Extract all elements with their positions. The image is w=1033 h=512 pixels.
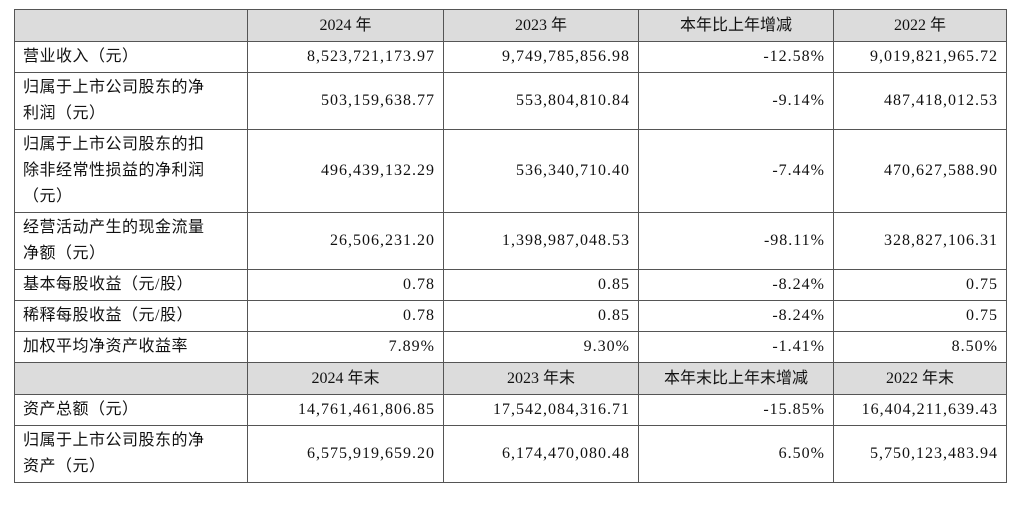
- row-label: 加权平均净资产收益率: [14, 331, 248, 363]
- label-line: 经营活动产生的现金流量: [23, 219, 205, 236]
- row-label: 资产总额（元）: [14, 394, 248, 426]
- header-cell: 2024 年末: [247, 362, 444, 395]
- value-cell: -1.41%: [638, 331, 834, 363]
- value-cell: 7.89%: [247, 331, 444, 363]
- label-line: 利润（元）: [23, 105, 106, 122]
- value-cell: 6.50%: [638, 425, 834, 483]
- data-row: 归属于上市公司股东的扣 除非经常性损益的净利润 （元） 496,439,132.29 5…: [14, 129, 1007, 213]
- value-cell: -15.85%: [638, 394, 834, 426]
- value-cell: -9.14%: [638, 72, 834, 130]
- value-cell: 536,340,710.40: [443, 129, 639, 213]
- data-row: 营业收入（元） 8,523,721,173.97 9,749,785,856.98-…: [14, 41, 1007, 73]
- data-row: 归属于上市公司股东的净 资产（元） 6,575,919,659.20 6,174,47…: [14, 425, 1007, 483]
- label-line: 基本每股收益（元/股）: [23, 276, 193, 293]
- value-cell: 487,418,012.53: [833, 72, 1007, 130]
- row-label: 归属于上市公司股东的扣 除非经常性损益的净利润 （元）: [14, 129, 248, 213]
- value-cell: -98.11%: [638, 212, 834, 270]
- header-cell: 2022 年末: [833, 362, 1007, 395]
- header-cell: 本年末比上年末增减: [638, 362, 834, 395]
- row-label: 稀释每股收益（元/股）: [14, 300, 248, 332]
- value-cell: 0.85: [443, 300, 639, 332]
- row-label: 经营活动产生的现金流量 净额（元）: [14, 212, 248, 270]
- value-cell: 0.85: [443, 269, 639, 301]
- row-label: 营业收入（元）: [14, 41, 248, 73]
- value-cell: -7.44%: [638, 129, 834, 213]
- data-row: 归属于上市公司股东的净 利润（元） 503,159,638.77 553,804,81…: [14, 72, 1007, 130]
- value-cell: -8.24%: [638, 269, 834, 301]
- label-line: 除非经常性损益的净利润: [23, 162, 205, 179]
- header-cell: 2023 年: [443, 9, 639, 42]
- label-line: 归属于上市公司股东的净: [23, 79, 205, 96]
- label-line: 稀释每股收益（元/股）: [23, 307, 193, 324]
- data-row: 基本每股收益（元/股） 0.78 0.85 -8.24% 0.75: [14, 269, 1007, 301]
- value-cell: 9.30%: [443, 331, 639, 363]
- label-line: 资产（元）: [23, 458, 106, 475]
- value-cell: 328,827,106.31: [833, 212, 1007, 270]
- value-cell: 8.50%: [833, 331, 1007, 363]
- label-line: （元）: [23, 188, 73, 205]
- header-row: 2024 年 2023 年本年比上年增减 2022 年: [14, 9, 1007, 42]
- label-line: 净额（元）: [23, 245, 106, 262]
- header-cell: [14, 362, 248, 395]
- value-cell: 5,750,123,483.94: [833, 425, 1007, 483]
- label-line: 营业收入（元）: [23, 48, 139, 65]
- value-cell: 0.78: [247, 269, 444, 301]
- data-row: 稀释每股收益（元/股） 0.78 0.85 -8.24% 0.75: [14, 300, 1007, 332]
- value-cell: 553,804,810.84: [443, 72, 639, 130]
- value-cell: 1,398,987,048.53: [443, 212, 639, 270]
- data-row: 经营活动产生的现金流量 净额（元） 26,506,231.20 1,398,987,0…: [14, 212, 1007, 270]
- value-cell: 470,627,588.90: [833, 129, 1007, 213]
- value-cell: 9,019,821,965.72: [833, 41, 1007, 73]
- value-cell: 6,575,919,659.20: [247, 425, 444, 483]
- value-cell: 6,174,470,080.48: [443, 425, 639, 483]
- table-body: 2024 年 2023 年本年比上年增减 2022 年营业收入（元） 8,523,72…: [14, 9, 1007, 483]
- header-cell: [14, 9, 248, 42]
- header-cell: 2022 年: [833, 9, 1007, 42]
- value-cell: 14,761,461,806.85: [247, 394, 444, 426]
- value-cell: 16,404,211,639.43: [833, 394, 1007, 426]
- value-cell: 0.75: [833, 300, 1007, 332]
- header-cell: 2024 年: [247, 9, 444, 42]
- value-cell: 0.75: [833, 269, 1007, 301]
- value-cell: 503,159,638.77: [247, 72, 444, 130]
- value-cell: -12.58%: [638, 41, 834, 73]
- label-line: 归属于上市公司股东的扣: [23, 136, 205, 153]
- data-row: 加权平均净资产收益率 7.89% 9.30% -1.41% 8.50%: [14, 331, 1007, 363]
- value-cell: 496,439,132.29: [247, 129, 444, 213]
- label-line: 资产总额（元）: [23, 401, 139, 418]
- value-cell: 9,749,785,856.98: [443, 41, 639, 73]
- header-row: 2024 年末 2023 年末 本年末比上年末增减 2022 年末: [14, 362, 1007, 395]
- header-cell: 本年比上年增减: [638, 9, 834, 42]
- data-row: 资产总额（元） 14,761,461,806.85 17,542,084,316.7…: [14, 394, 1007, 426]
- data-table: 2024 年 2023 年本年比上年增减 2022 年营业收入（元） 8,523,72…: [14, 9, 1007, 483]
- row-label: 基本每股收益（元/股）: [14, 269, 248, 301]
- value-cell: 8,523,721,173.97: [247, 41, 444, 73]
- row-label: 归属于上市公司股东的净 利润（元）: [14, 72, 248, 130]
- value-cell: 17,542,084,316.71: [443, 394, 639, 426]
- label-line: 归属于上市公司股东的净: [23, 432, 205, 449]
- header-cell: 2023 年末: [443, 362, 639, 395]
- label-line: 加权平均净资产收益率: [23, 338, 189, 355]
- value-cell: 0.78: [247, 300, 444, 332]
- value-cell: -8.24%: [638, 300, 834, 332]
- value-cell: 26,506,231.20: [247, 212, 444, 270]
- row-label: 归属于上市公司股东的净 资产（元）: [14, 425, 248, 483]
